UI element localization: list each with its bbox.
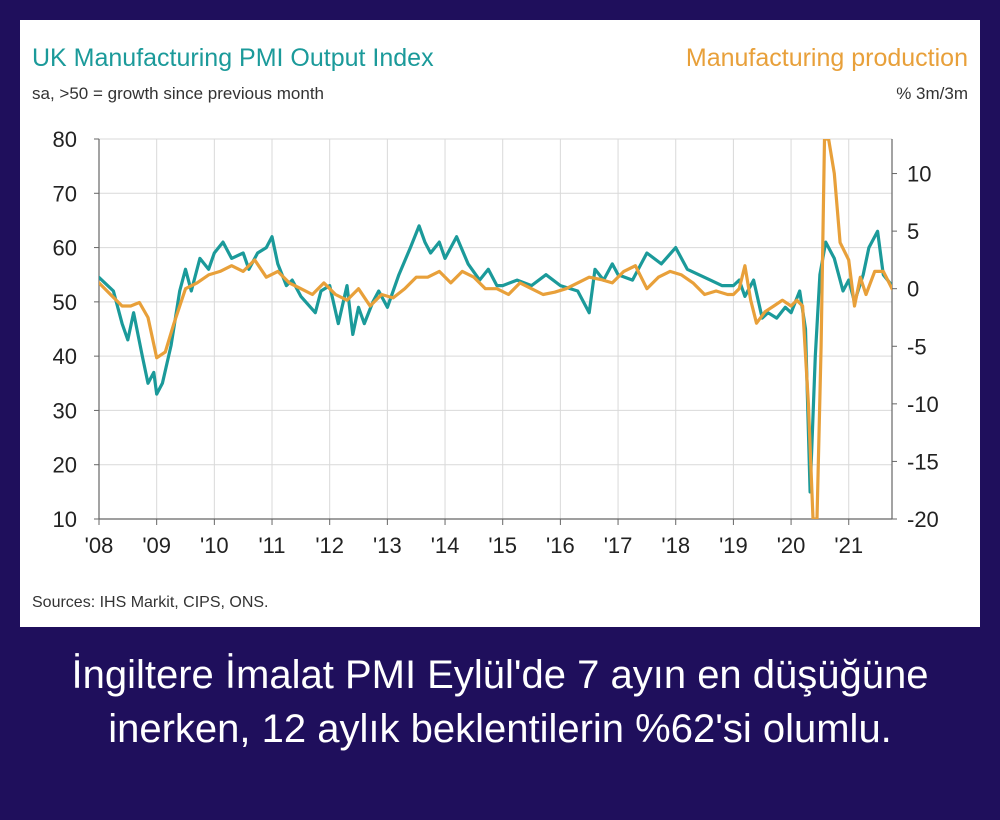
- left-tick-label: 40: [53, 344, 77, 369]
- left-tick-label: 60: [53, 236, 77, 261]
- left-tick-label: 20: [53, 453, 77, 478]
- x-tick-label: '10: [200, 533, 229, 558]
- x-tick-label: '12: [315, 533, 344, 558]
- left-tick-label: 80: [53, 127, 77, 152]
- x-tick-label: '19: [719, 533, 748, 558]
- x-tick-label: '08: [85, 533, 114, 558]
- right-chart-title: Manufacturing production: [685, 44, 968, 72]
- left-chart-title: UK Manufacturing PMI Output Index: [32, 44, 434, 72]
- right-tick-label: 5: [907, 219, 919, 244]
- right-axis-subtitle: % 3m/3m: [896, 84, 968, 103]
- x-tick-label: '20: [777, 533, 806, 558]
- line-chart: 10 20 30 40 50 60 70 80 -20 -15 -10 -5 0 5 10 '08 '09 '10…: [53, 127, 939, 558]
- sources-note: Sources: IHS Markit, CIPS, ONS.: [32, 594, 269, 611]
- x-tick-label: '14: [431, 533, 460, 558]
- left-axis-subtitle: sa, >50 = growth since previous month: [32, 84, 324, 103]
- caption: İngiltere İmalat PMI Eylül'de 7 ayın en …: [0, 648, 1000, 756]
- left-tick-label: 10: [53, 507, 77, 532]
- left-tick-label: 50: [53, 290, 77, 315]
- left-tick-label: 70: [53, 181, 77, 206]
- chart-card: UK Manufacturing PMI Output Index sa, >5…: [20, 20, 980, 627]
- right-tick-label: 0: [907, 277, 919, 302]
- left-tick-label: 30: [53, 398, 77, 423]
- right-tick-label: -10: [907, 392, 939, 417]
- x-tick-label: '16: [546, 533, 575, 558]
- x-tick-label: '17: [604, 533, 633, 558]
- manufacturing-production-line: [99, 139, 892, 519]
- caption-line-1: İngiltere İmalat PMI Eylül'de 7 ayın en …: [71, 653, 929, 697]
- right-tick-label: 10: [907, 162, 931, 187]
- right-tick-label: -5: [907, 334, 927, 359]
- x-tick-label: '13: [373, 533, 402, 558]
- caption-line-2: inerken, 12 aylık beklentilerin %62'si o…: [108, 707, 892, 751]
- x-tick-label: '15: [488, 533, 517, 558]
- right-tick-label: -20: [907, 507, 939, 532]
- x-tick-label: '21: [834, 533, 863, 558]
- pmi-output-line: [99, 224, 892, 494]
- right-tick-label: -15: [907, 449, 939, 474]
- x-tick-label: '18: [661, 533, 690, 558]
- x-tick-label: '09: [142, 533, 171, 558]
- x-tick-label: '11: [258, 533, 285, 558]
